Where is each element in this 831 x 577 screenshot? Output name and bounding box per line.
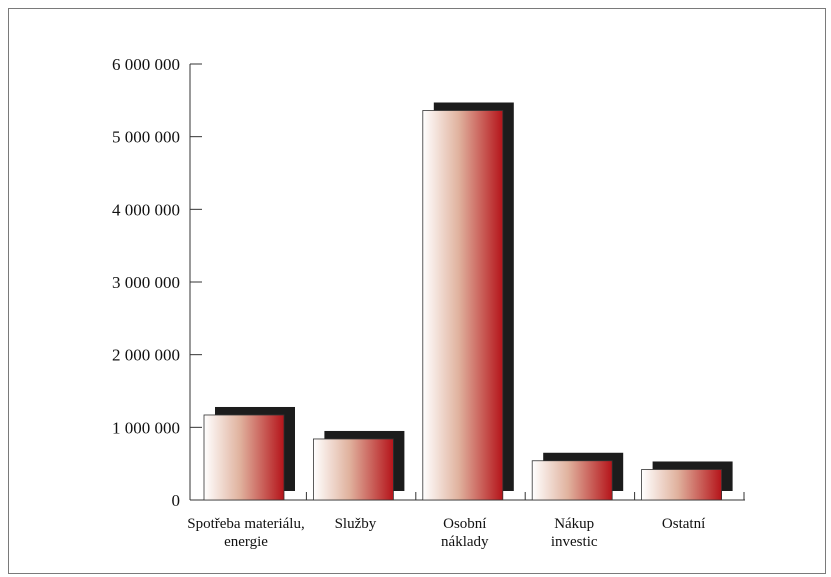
- labels: 0 1 000 000 2 000 000 3 000 000 4 000 000 5 0…: [112, 55, 705, 550]
- bar: [641, 469, 722, 501]
- category-label: energie: [224, 534, 268, 550]
- y-tick-label: 3 000 000: [112, 273, 180, 292]
- category-label: investic: [551, 534, 598, 550]
- bar: [312, 438, 394, 501]
- category-label: Ostatní: [662, 516, 705, 532]
- category-label: Osobní: [443, 516, 486, 532]
- bar: [422, 110, 504, 501]
- category-label: Nákup: [554, 516, 594, 532]
- category-label: Spotřeba materiálu,: [187, 516, 304, 532]
- y-tick-label: 0: [172, 491, 181, 510]
- y-tick-label: 5 000 000: [112, 128, 180, 147]
- y-tick-label: 6 000 000: [112, 55, 180, 74]
- bar: [531, 460, 613, 501]
- category-label: Služby: [335, 516, 377, 532]
- bar: [203, 414, 285, 501]
- category-label: náklady: [441, 534, 489, 550]
- y-tick-label: 2 000 000: [112, 346, 180, 365]
- bars: [203, 102, 733, 501]
- y-tick-label: 4 000 000: [112, 200, 180, 219]
- y-tick-label: 1 000 000: [112, 418, 180, 437]
